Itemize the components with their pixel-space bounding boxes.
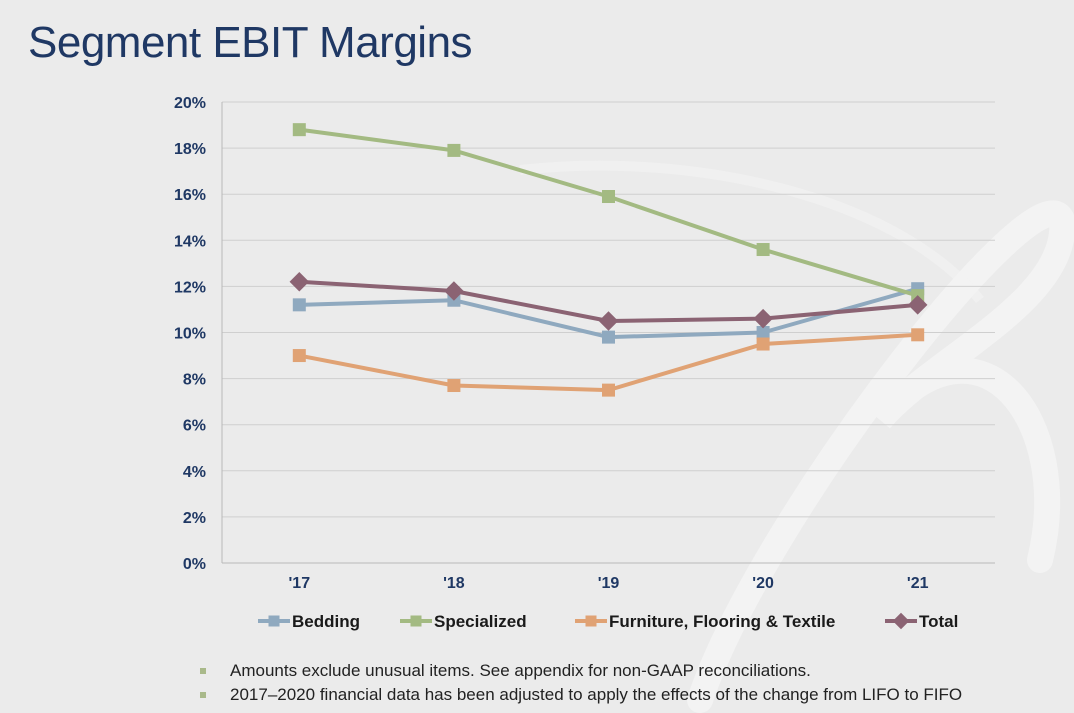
footnote-text: 2017–2020 financial data has been adjust… <box>230 685 963 704</box>
legend-label: Bedding <box>292 612 360 631</box>
legend-marker <box>268 615 280 627</box>
y-tick-label: 14% <box>174 233 206 250</box>
series-furniture-flooring-textile <box>292 328 925 397</box>
y-axis-ticks: 0% 2% 4% 6% 8% 10% 12% 14% 16% 18% 20% <box>174 95 206 573</box>
footnote-item: Amounts exclude unusual items. See appen… <box>200 660 962 684</box>
x-tick-label: '18 <box>443 575 465 592</box>
legend-item: Bedding <box>258 612 360 631</box>
data-point <box>598 311 619 331</box>
data-point <box>756 243 770 257</box>
data-point <box>447 143 461 157</box>
bullet-icon <box>200 668 206 674</box>
chart-legend: Bedding Specialized Furniture, Flooring & … <box>258 612 958 631</box>
y-tick-label: 18% <box>174 141 206 158</box>
legend-label: Specialized <box>434 612 527 631</box>
data-point <box>753 308 773 329</box>
footnote-text: Amounts exclude unusual items. See appen… <box>230 661 811 680</box>
x-tick-label: '19 <box>598 575 620 592</box>
y-tick-label: 10% <box>174 326 206 343</box>
x-tick-label: '17 <box>288 575 310 592</box>
data-point <box>292 349 306 363</box>
legend-label: Furniture, Flooring & Textile <box>609 612 835 631</box>
data-point <box>292 298 306 312</box>
footnote-item: 2017–2020 financial data has been adjust… <box>200 684 962 708</box>
data-point <box>602 330 615 344</box>
data-point <box>289 272 310 292</box>
y-tick-label: 12% <box>174 279 206 296</box>
data-point <box>756 326 770 339</box>
data-point <box>602 190 615 204</box>
legend-item: Total <box>885 612 958 631</box>
page-title: Segment EBIT Margins <box>28 18 473 67</box>
footnotes: Amounts exclude unusual items. See appen… <box>200 660 962 708</box>
y-tick-label: 4% <box>183 464 206 481</box>
legend-marker <box>410 615 422 627</box>
bullet-icon <box>200 692 206 698</box>
series-line <box>299 127 919 298</box>
y-tick-label: 0% <box>183 556 206 573</box>
y-tick-label: 6% <box>183 418 206 435</box>
x-tick-label: '20 <box>752 575 774 592</box>
legend-marker <box>585 615 597 627</box>
data-point <box>602 383 615 397</box>
y-tick-label: 16% <box>174 187 206 204</box>
y-tick-label: 2% <box>183 510 206 527</box>
legend-item: Specialized <box>400 612 527 631</box>
series-total <box>289 272 928 331</box>
x-tick-label: '21 <box>907 575 929 592</box>
y-tick-label: 20% <box>174 95 206 112</box>
x-axis-ticks: '17 '18 '19 '20 '21 <box>288 575 928 592</box>
chart-series <box>289 123 928 397</box>
series-specialized <box>292 123 925 303</box>
data-point <box>444 281 464 301</box>
legend-marker <box>892 612 910 630</box>
data-point <box>292 123 306 137</box>
legend-item: Furniture, Flooring & Textile <box>575 612 835 631</box>
data-point <box>907 295 928 315</box>
data-point <box>447 379 461 393</box>
y-tick-label: 8% <box>183 372 206 389</box>
data-point <box>911 328 925 342</box>
legend-label: Total <box>919 612 958 631</box>
data-point <box>756 337 770 351</box>
